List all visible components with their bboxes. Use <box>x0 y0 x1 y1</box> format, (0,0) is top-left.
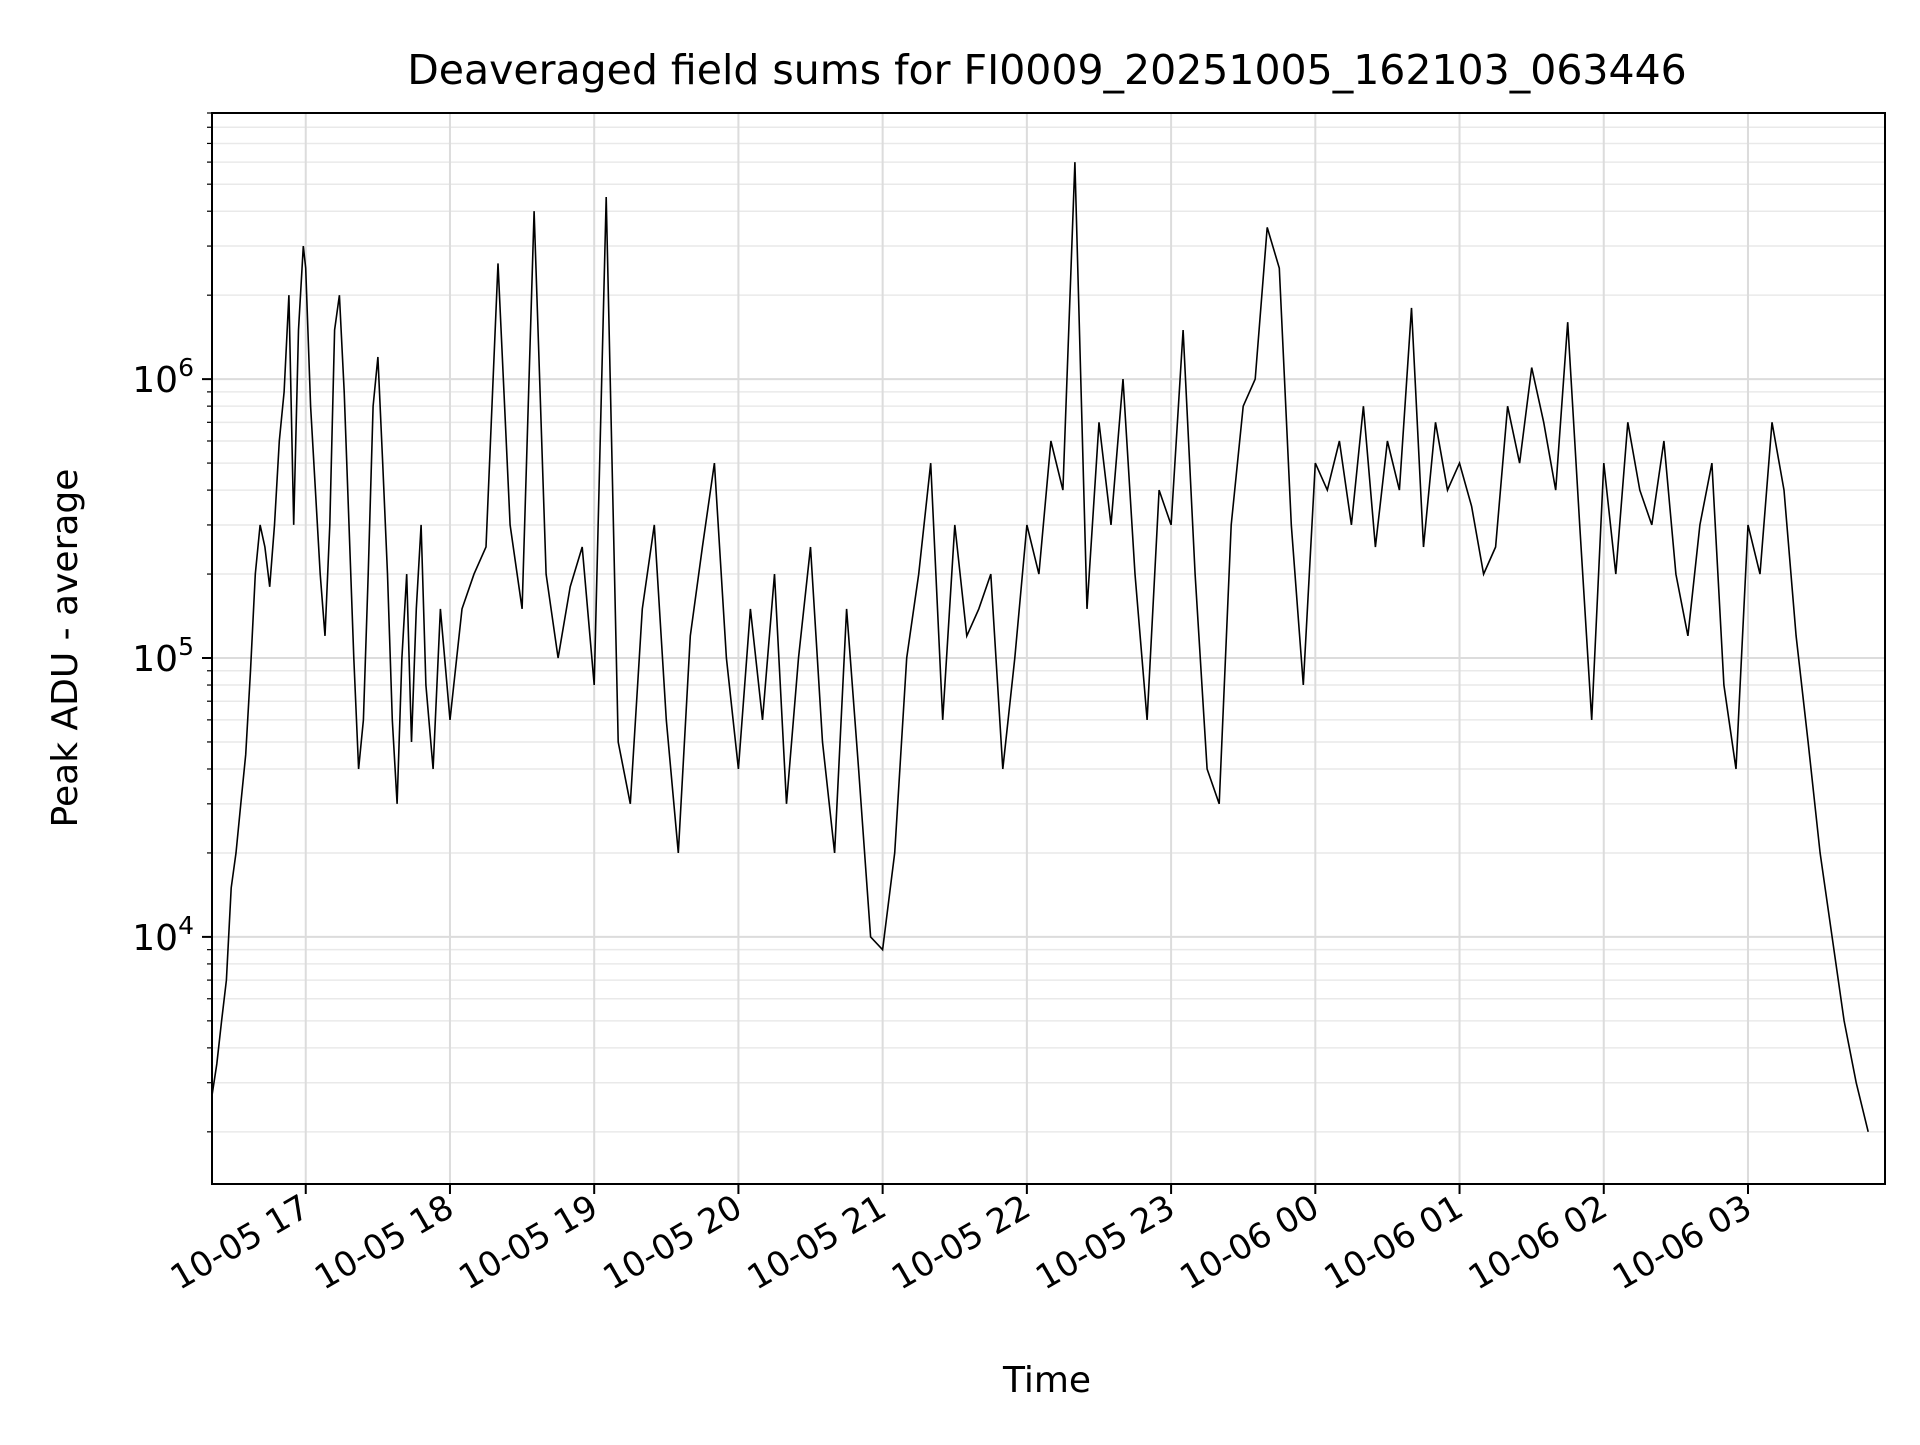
x-tick-label: 10-06 02 <box>1462 1187 1614 1298</box>
y-tick-label: 104 <box>132 911 194 959</box>
y-axis-label: Peak ADU - average <box>45 469 86 828</box>
x-axis-label: Time <box>1002 1360 1091 1401</box>
x-tick-label: 10-05 19 <box>452 1187 604 1298</box>
grid-lines <box>212 112 1885 1184</box>
plot-frame <box>211 112 1886 1185</box>
x-tick-label: 10-05 22 <box>885 1187 1037 1298</box>
plot-area <box>211 162 1869 1132</box>
y-tick-label: 105 <box>132 632 194 680</box>
y-tick-label: 106 <box>132 353 194 401</box>
x-tick-label: 10-06 00 <box>1173 1187 1325 1298</box>
y-axis: 104 105 106 <box>132 112 212 1133</box>
x-tick-label: 10-05 20 <box>597 1187 749 1298</box>
chart-title: Deaveraged field sums for FI0009_2025100… <box>407 46 1687 94</box>
x-tick-label: 10-06 03 <box>1606 1187 1758 1298</box>
x-tick-label: 10-06 01 <box>1318 1187 1470 1298</box>
series-line <box>211 162 1869 1132</box>
x-tick-label: 10-05 17 <box>164 1187 316 1298</box>
x-tick-label: 10-05 23 <box>1029 1187 1181 1298</box>
x-tick-label: 10-05 21 <box>741 1187 893 1298</box>
x-tick-label: 10-05 18 <box>308 1187 460 1298</box>
